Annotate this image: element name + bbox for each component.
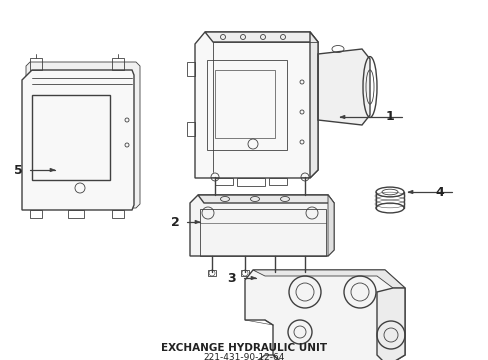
Polygon shape: [376, 288, 404, 360]
Bar: [215, 70, 274, 138]
Bar: [215, 178, 232, 185]
Polygon shape: [252, 355, 280, 360]
Text: 5: 5: [14, 163, 22, 176]
Bar: [207, 270, 216, 276]
Polygon shape: [252, 270, 404, 288]
Polygon shape: [22, 70, 134, 210]
Bar: [200, 209, 325, 256]
Polygon shape: [50, 168, 55, 172]
Polygon shape: [195, 32, 317, 178]
Bar: [268, 178, 286, 185]
Polygon shape: [309, 32, 317, 178]
Bar: [186, 122, 195, 136]
Polygon shape: [250, 276, 256, 280]
Bar: [112, 210, 124, 218]
Bar: [112, 58, 124, 70]
Text: 1: 1: [385, 111, 393, 123]
Bar: [30, 210, 42, 218]
Text: 3: 3: [227, 271, 236, 284]
Polygon shape: [244, 270, 404, 360]
Bar: [237, 178, 264, 186]
Text: EXCHANGE HYDRAULIC UNIT: EXCHANGE HYDRAULIC UNIT: [161, 343, 327, 353]
Bar: [270, 270, 279, 276]
Text: 4: 4: [435, 185, 444, 198]
Text: 221-431-90-12-64: 221-431-90-12-64: [203, 354, 285, 360]
Bar: [241, 270, 248, 276]
Bar: [206, 60, 286, 150]
Polygon shape: [317, 49, 369, 125]
Bar: [301, 270, 308, 276]
Bar: [186, 62, 195, 76]
Polygon shape: [339, 115, 345, 119]
Polygon shape: [327, 195, 333, 256]
Polygon shape: [407, 190, 412, 194]
Polygon shape: [26, 62, 140, 208]
Polygon shape: [198, 195, 333, 203]
Bar: [30, 58, 42, 70]
Text: 2: 2: [170, 216, 179, 229]
Bar: [68, 210, 84, 218]
Bar: [32, 95, 110, 180]
Polygon shape: [190, 195, 333, 256]
Polygon shape: [204, 32, 317, 42]
Polygon shape: [195, 220, 200, 224]
